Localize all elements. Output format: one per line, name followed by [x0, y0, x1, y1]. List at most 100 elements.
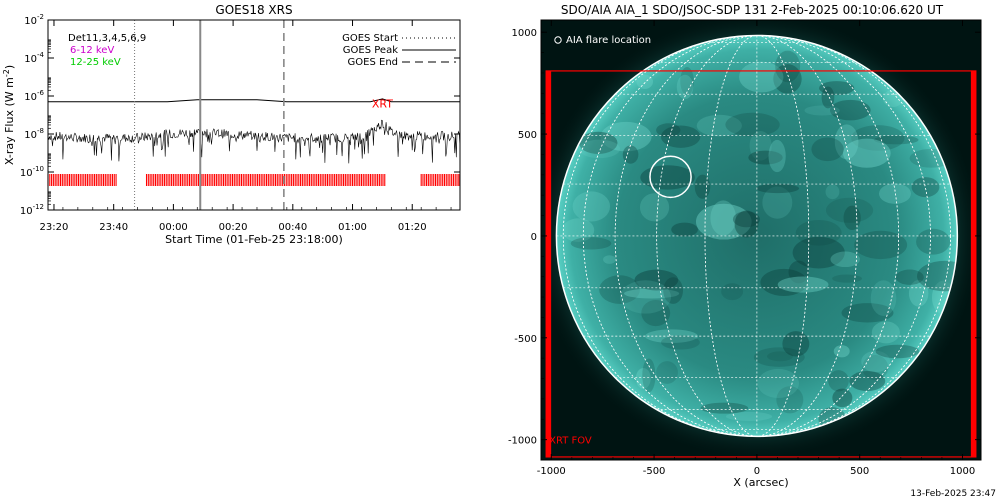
goes-markers	[134, 20, 285, 210]
sun-texture	[562, 50, 958, 432]
aia-plot-frame	[540, 19, 982, 461]
coronal-dark-patch	[663, 277, 683, 304]
aia-xtick-label: -500	[643, 466, 666, 477]
aia-image: XRT FOV AIA flare location	[541, 20, 981, 460]
active-region-patch	[908, 280, 929, 307]
coronal-dark-patch	[828, 370, 849, 392]
coronal-dark-patch	[911, 177, 940, 198]
aia-x-axis-label: X (arcsec)	[733, 476, 788, 489]
coronal-dark-patch	[671, 222, 698, 237]
xrt-fov-right-bar	[970, 70, 976, 457]
active-region-patch	[870, 280, 897, 317]
aia-ytick-label: 500	[518, 130, 537, 141]
coronal-dark-patch	[776, 386, 804, 414]
coronal-dark-patch	[775, 50, 801, 83]
goes-title: GOES18 XRS	[215, 3, 292, 17]
coronal-dark-patch	[782, 331, 810, 357]
channel-label-6-12kev: 6-12 keV	[70, 45, 114, 56]
active-region-patch	[639, 193, 670, 222]
aia-xtick-label: 1000	[950, 466, 975, 477]
active-region-patch	[777, 276, 829, 293]
aia-ytick-label: -500	[514, 334, 537, 345]
aia-ytick-label: -1000	[508, 436, 537, 447]
active-region-patch	[624, 288, 680, 299]
active-region-patch	[834, 124, 859, 160]
legend-goes-start-label: GOES Start	[342, 33, 398, 44]
coronal-dark-patch	[792, 236, 845, 269]
channel-label-12-25kev: 12-25 keV	[70, 57, 121, 68]
active-region-patch	[619, 280, 672, 314]
goes-y-ticks: 10-2 10-4 10-6 10-8 10-10 10-12	[20, 13, 460, 217]
coronal-dark-patch	[732, 211, 760, 228]
coronal-dark-patch	[811, 137, 844, 162]
coronal-dark-patch	[756, 183, 800, 194]
active-region-patch	[804, 105, 840, 116]
active-region-patch	[749, 131, 772, 161]
coronal-dark-patch	[622, 145, 639, 164]
active-region-patch	[739, 61, 784, 93]
coronal-dark-patch	[843, 205, 861, 231]
coronal-dark-patch	[680, 67, 694, 96]
coronal-dark-patch	[895, 269, 924, 285]
legend-goes-peak-label: GOES Peak	[343, 45, 398, 56]
coronal-dark-patch	[641, 299, 671, 327]
coronal-dark-patch	[875, 344, 920, 359]
goes-xtick-label: 00:20	[219, 222, 248, 233]
xrt-fov-label: XRT FOV	[549, 436, 592, 447]
longitude-line	[562, 35, 951, 437]
coronal-dark-patch	[725, 112, 780, 137]
goes-short-channel-line	[47, 119, 461, 164]
coronal-dark-patch	[862, 355, 889, 381]
goes-series	[47, 98, 461, 164]
coronal-dark-patch	[873, 135, 919, 145]
goes-ytick-label: 10-8	[24, 127, 44, 141]
goes-ytick-label: 10-12	[20, 203, 44, 217]
active-region-patch	[636, 74, 654, 89]
goes-ytick-label: 10-6	[24, 89, 44, 103]
coronal-dark-patch	[849, 371, 886, 392]
goes-xtick-label: 23:20	[40, 222, 69, 233]
coronal-dark-patch	[795, 219, 842, 246]
active-region-patch	[833, 345, 850, 358]
longitude-line	[582, 35, 931, 437]
coronal-dark-patch	[829, 99, 871, 121]
goes-ytick-label: 10-2	[24, 13, 44, 27]
longitude-line	[614, 35, 899, 437]
active-region-patch	[825, 184, 840, 200]
coronal-dark-patch	[832, 274, 862, 283]
active-region-patch	[572, 191, 611, 222]
goes-long-channel-line	[48, 98, 460, 103]
aia-y-ticks: 1000 500 0 -500 -1000	[508, 28, 981, 447]
xrt-coverage-marks	[47, 174, 460, 186]
aia-xtick-label: 500	[850, 466, 869, 477]
active-region-patch	[600, 121, 652, 152]
channel-label-detectors: Det11,3,4,5,6,9	[68, 33, 146, 44]
active-region-patch	[578, 139, 621, 159]
coronal-dark-patch	[917, 260, 958, 292]
coronal-dark-patch	[916, 228, 951, 255]
goes-x-axis-label: Start Time (01-Feb-25 23:18:00)	[165, 233, 343, 246]
coronal-dark-patch	[821, 86, 835, 109]
aia-title: SDO/AIA AIA_1 SDO/JSOC-SDP 131 2-Feb-202…	[561, 3, 944, 17]
flare-legend-icon	[554, 36, 562, 44]
active-region-patch	[762, 186, 793, 219]
coronal-dark-patch	[642, 358, 656, 393]
aia-xtick-label: -1000	[537, 466, 566, 477]
active-region-patch	[861, 350, 891, 373]
aia-ytick-label: 0	[531, 232, 537, 243]
flare-legend-label: AIA flare location	[566, 35, 651, 46]
active-region-patch	[830, 251, 860, 268]
aia-xtick-label: 0	[754, 466, 760, 477]
coronal-dark-patch	[788, 260, 809, 284]
xrt-annotation: XRT	[372, 97, 393, 110]
goes-xtick-label: 00:40	[278, 222, 307, 233]
coronal-dark-patch	[825, 197, 874, 223]
active-region-patch	[757, 368, 800, 398]
goes-xtick-label: 01:00	[338, 222, 367, 233]
active-region-patch	[603, 255, 616, 264]
coronal-dark-patch	[640, 165, 695, 190]
goes-xtick-label: 01:20	[398, 222, 427, 233]
goes-plot: GOES18 XRS 10-2 10-4 10-6 10-8 10-10 10-12 23…	[2, 3, 461, 246]
aia-ytick-label: 1000	[512, 28, 537, 39]
